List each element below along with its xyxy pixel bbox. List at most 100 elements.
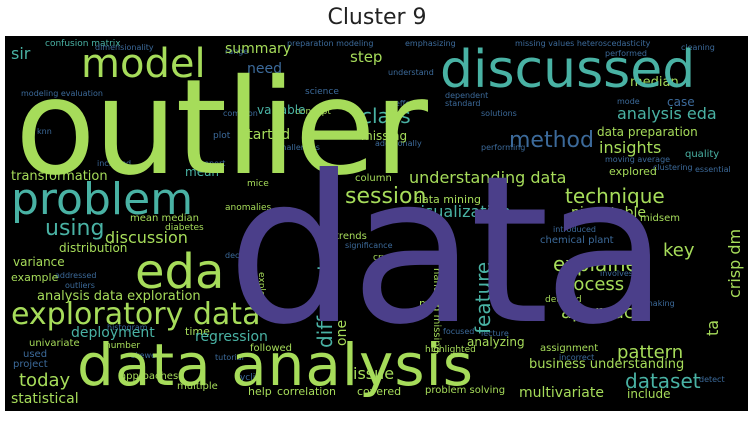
cloud-word: missing values heteroscedasticity	[515, 39, 651, 48]
cloud-word: pattern	[617, 342, 684, 363]
cloud-word: mean median	[130, 213, 200, 224]
cloud-word: deployment	[71, 325, 155, 341]
cloud-word: trends	[335, 231, 367, 242]
cloud-word: diabetes	[165, 223, 204, 233]
cloud-word: data mining	[415, 193, 482, 206]
cloud-word: tool	[580, 259, 598, 269]
cloud-word: crucial	[373, 253, 403, 263]
cloud-word: understanding data	[409, 168, 567, 187]
cloud-word: detailed	[545, 295, 582, 305]
cloud-word: confusion matrix	[45, 39, 121, 49]
cloud-word: chemical plant	[540, 235, 614, 246]
cloud-word: multiple	[177, 381, 218, 392]
cloud-word: knn	[37, 127, 52, 136]
cloud-word: cleaning	[681, 43, 715, 52]
cloud-word: transformation	[11, 169, 108, 184]
cloud-word: tutorial	[215, 353, 244, 362]
cloud-word: effect	[395, 99, 418, 108]
cloud-word: decision	[225, 251, 258, 260]
cloud-word: modeling evaluation	[21, 89, 103, 98]
cloud-word: standard	[445, 99, 481, 108]
cloud-word: science	[305, 87, 339, 97]
cloud-word: analysis data exploration	[37, 289, 201, 304]
chart-title: Cluster 9	[327, 5, 427, 30]
cloud-word: plot	[213, 131, 231, 141]
cloud-word: challenges	[277, 143, 320, 152]
cloud-word: significance	[345, 241, 393, 250]
cloud-word: assignment	[540, 343, 599, 354]
cloud-word: method	[509, 128, 594, 153]
cloud-word: eda	[135, 244, 225, 300]
cloud-word: visualization	[411, 202, 511, 221]
cloud-word: business understanding	[529, 357, 685, 372]
cloud-word: concept	[295, 107, 331, 117]
cloud-word: introduced	[553, 225, 596, 234]
cloud-word: discussed	[440, 40, 696, 100]
cloud-word: statistical	[11, 391, 79, 407]
cloud-word: preparation modeling	[287, 39, 374, 48]
cloud-word: strategies	[585, 213, 635, 224]
cloud-word: summary	[225, 41, 292, 57]
cloud-word: mean	[185, 165, 220, 179]
cloud-word: addressed	[55, 271, 97, 280]
word-cloud: confusion matrix preparation modeling em…	[5, 36, 748, 411]
cloud-word: pivot table	[571, 205, 647, 221]
cloud-word: class	[361, 104, 411, 128]
cloud-word: dimensionality	[95, 43, 154, 52]
cloud-word: dependent	[445, 91, 489, 100]
cloud-word: include	[627, 387, 671, 401]
cloud-word: histogram	[107, 323, 148, 332]
cloud-word: incorrect	[559, 353, 595, 362]
cloud-word: key	[663, 240, 695, 261]
cloud-word: crisp dm	[725, 228, 744, 298]
cloud-word: distribution	[59, 241, 128, 255]
cloud-word: analysis eda	[617, 104, 717, 123]
cloud-word: column	[355, 173, 392, 184]
cloud-word: sir	[11, 44, 31, 63]
cloud-word: mode	[617, 97, 640, 106]
cloud-word: understand	[388, 68, 434, 77]
cloud-word: report	[201, 159, 226, 168]
cloud-word: outlier	[15, 51, 428, 205]
cloud-word: correlation	[277, 385, 337, 398]
cloud-word: followed	[250, 343, 292, 354]
cloud-word: range	[225, 47, 249, 56]
cloud-word: process	[555, 274, 625, 295]
cloud-word: need	[247, 61, 282, 77]
cloud-word: detect	[699, 375, 725, 384]
cloud-word: approach	[561, 302, 646, 323]
cloud-word: performed	[605, 49, 647, 58]
cloud-word: explained	[553, 252, 651, 276]
cloud-word: data analysis	[77, 331, 474, 399]
cloud-word: making	[645, 299, 675, 308]
cloud-word: number	[105, 341, 141, 351]
cloud-word: project	[13, 359, 48, 370]
cloud-word: issue	[353, 364, 395, 383]
cloud-word: variable	[257, 103, 306, 117]
cloud-word: session	[345, 184, 427, 209]
cloud-word: quality	[685, 149, 720, 160]
cloud-word: involves	[600, 269, 633, 278]
cloud-word: help	[248, 385, 272, 398]
cloud-word: data preparation	[597, 125, 698, 139]
cloud-word: step	[350, 48, 383, 66]
cloud-word: regression	[195, 329, 268, 345]
cloud-word: median	[630, 75, 679, 90]
cloud-word: missing	[361, 129, 408, 143]
cloud-word: exploratory data	[11, 297, 261, 332]
cloud-word: performing	[481, 143, 526, 152]
cloud-word: example	[11, 271, 59, 284]
cloud-word: lecture	[481, 329, 509, 338]
cloud-word: univariate	[29, 338, 80, 349]
cloud-word: started	[240, 127, 291, 143]
cloud-word: common	[223, 109, 258, 118]
cloud-word: midsem	[640, 213, 680, 224]
cloud-word: variance	[13, 255, 65, 269]
cloud-word: outliers	[65, 281, 95, 290]
cloud-word: essential	[695, 165, 731, 174]
cloud-word: used	[23, 349, 48, 360]
cloud-word: skewed	[131, 351, 161, 360]
cloud-word: analyzing	[467, 335, 525, 349]
cloud-word: focused	[443, 327, 475, 336]
cloud-word: multivariate	[519, 385, 604, 401]
